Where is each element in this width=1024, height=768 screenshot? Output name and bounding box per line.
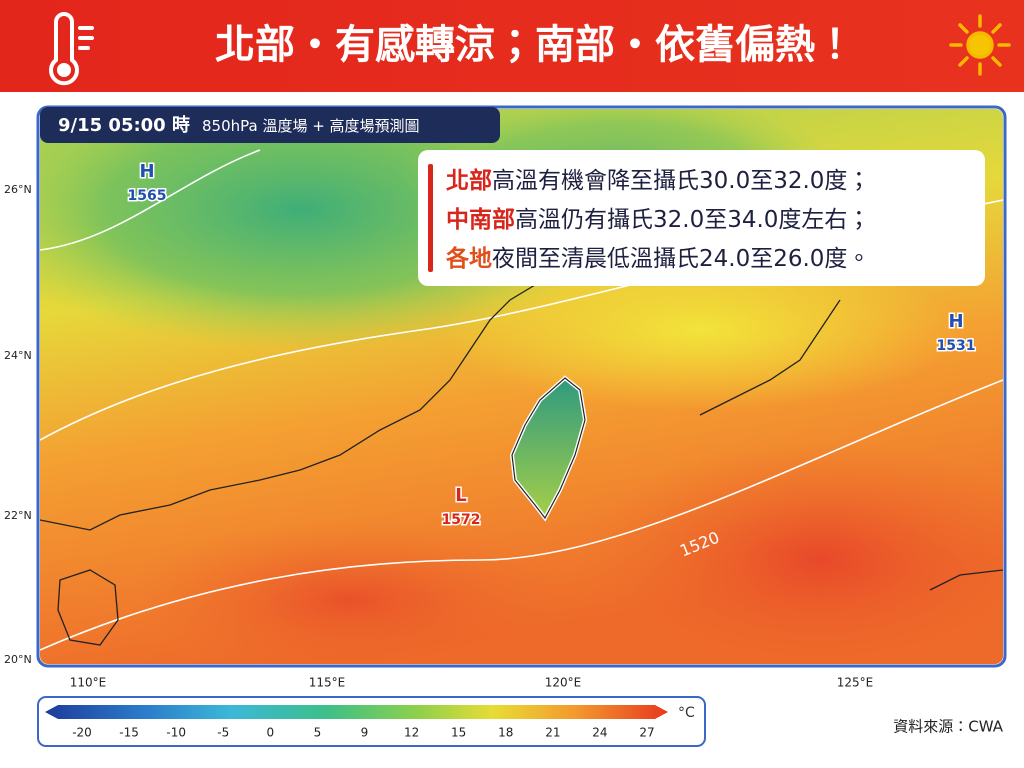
product-label: 850hPa 溫度場 + 高度場預測圖 <box>202 117 420 135</box>
latitude-labels: 26°N 24°N 22°N 20°N <box>4 183 32 666</box>
info-line: 各地夜間至清晨低溫攝氏24.0至26.0度。 <box>445 245 870 272</box>
longitude-label: 125°E <box>837 676 874 690</box>
colorbar-tick-label: 9 <box>361 726 369 740</box>
colorbar-tick-label: -15 <box>119 726 139 740</box>
colorbar-tick-label: 0 <box>267 726 275 740</box>
time-label: 9/15 05:00 時 <box>58 115 190 136</box>
center-type: L <box>455 485 466 506</box>
time-tab-text: 9/15 05:00 時 850hPa 溫度場 + 高度場預測圖 <box>58 115 420 136</box>
info-line: 北部高溫有機會降至攝氏30.0至32.0度； <box>446 167 870 194</box>
header-bar <box>0 0 1024 92</box>
info-highlight: 中南部 <box>446 206 515 233</box>
info-highlight: 各地 <box>445 245 492 272</box>
colorbar-tick-label: 27 <box>639 726 654 740</box>
header-title: 北部・有感轉涼；南部・依舊偏熱！ <box>215 22 855 68</box>
longitude-labels: 110°E 115°E 120°E 125°E <box>70 676 874 690</box>
latitude-label: 22°N <box>4 509 32 522</box>
thermometer-icon <box>49 12 94 86</box>
info-text: 高溫仍有攝氏32.0至34.0度左右； <box>515 207 870 233</box>
info-box <box>418 150 985 286</box>
hot-region <box>130 520 570 664</box>
colorbar-tick-label: 5 <box>314 726 322 740</box>
info-highlight: 北部 <box>446 167 492 194</box>
info-line: 中南部高溫仍有攝氏32.0至34.0度左右； <box>446 206 870 233</box>
colorbar <box>45 705 668 719</box>
info-accent <box>428 164 433 272</box>
taiwan-outline <box>511 377 586 520</box>
source: 資料來源：CWA <box>893 718 1003 736</box>
center-value: 1572 <box>442 512 481 528</box>
info-lines: 北部高溫有機會降至攝氏30.0至32.0度； 中南部高溫仍有攝氏32.0至34.0… <box>445 167 870 272</box>
colorbar-unit: °C <box>678 705 695 721</box>
info-text: 高溫有機會降至攝氏30.0至32.0度； <box>492 168 870 194</box>
hot-region <box>580 440 1003 664</box>
colorbar-tick-label: 15 <box>451 726 466 740</box>
colorbar-ticks: -20 -15 -10 -5 0 5 9 12 15 18 21 24 27 <box>72 726 654 740</box>
longitude-label: 115°E <box>309 676 346 690</box>
colorbar-tick-label: 12 <box>404 726 419 740</box>
center-value: 1531 <box>937 338 976 354</box>
coastline <box>40 279 1003 646</box>
longitude-label: 110°E <box>70 676 107 690</box>
center-value: 1565 <box>128 188 167 204</box>
center-type: H <box>948 311 963 332</box>
longitude-label: 120°E <box>545 676 582 690</box>
latitude-label: 26°N <box>4 183 32 196</box>
colorbar-tick-label: 18 <box>498 726 513 740</box>
info-text: 夜間至清晨低溫攝氏24.0至26.0度。 <box>492 246 870 272</box>
colorbar-tick-label: 24 <box>592 726 607 740</box>
colorbar-tick-label: -20 <box>72 726 92 740</box>
sun-icon <box>949 14 1011 76</box>
warm-region <box>440 250 960 410</box>
latitude-label: 24°N <box>4 349 32 362</box>
colorbar-tick-label: 21 <box>545 726 560 740</box>
pressure-centers: H 1565 H 1531 L 1572 <box>126 160 977 530</box>
time-tab <box>40 107 500 143</box>
center-type: H <box>139 161 154 182</box>
colorbar-tick-label: -10 <box>166 726 186 740</box>
latitude-label: 20°N <box>4 653 32 666</box>
colorbar-tick-label: -5 <box>217 726 229 740</box>
